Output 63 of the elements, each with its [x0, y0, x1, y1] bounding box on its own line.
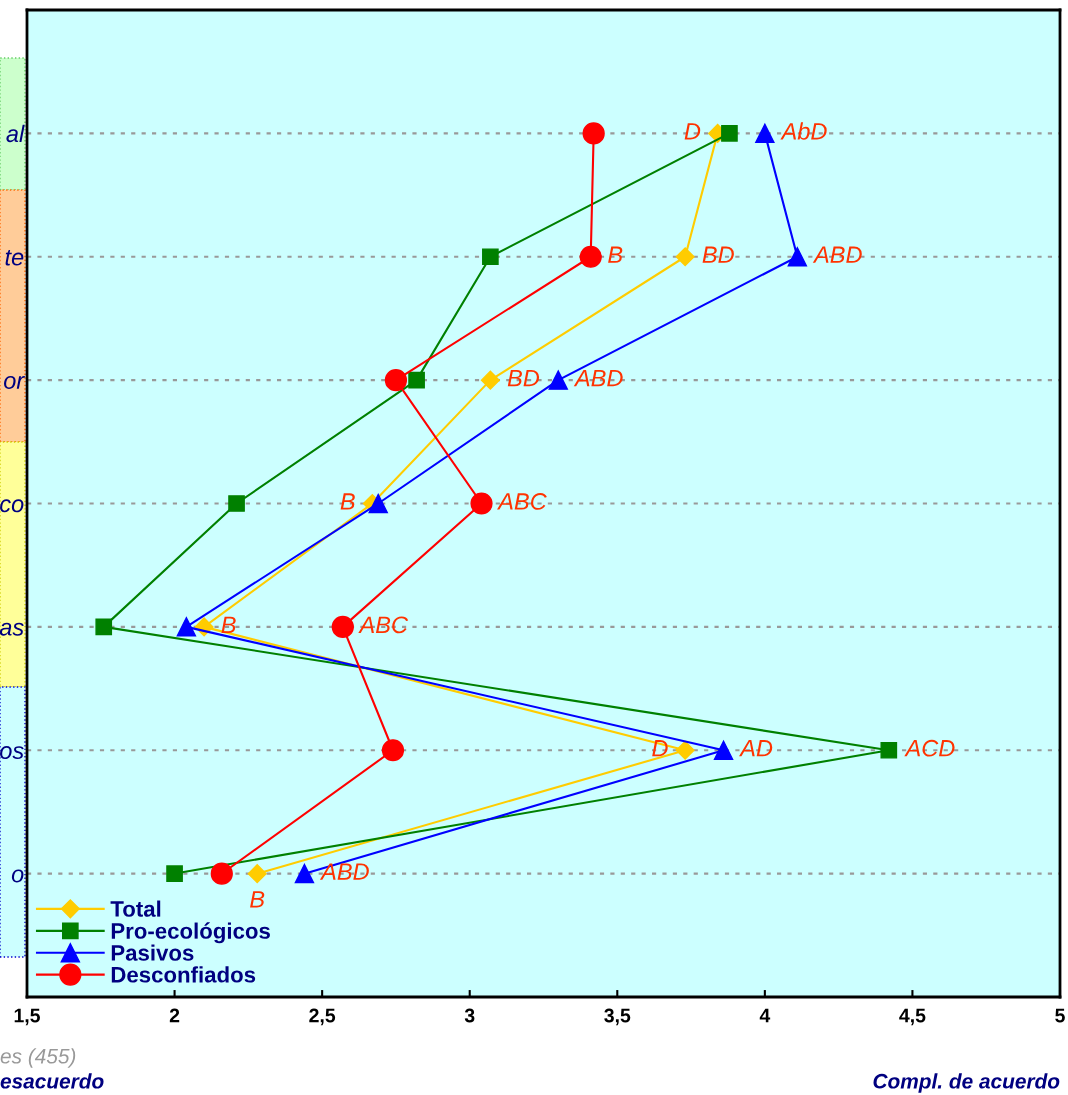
annotation: B: [221, 616, 236, 633]
y-tick-label: al: [6, 124, 25, 143]
point: [675, 740, 695, 760]
annotation: ABD: [319, 863, 369, 880]
annotation: D: [684, 123, 701, 140]
x-tick-label: 3: [464, 1008, 475, 1023]
point: [95, 618, 113, 636]
x-tick-label: 4,5: [899, 1008, 926, 1026]
annotation: B: [340, 493, 355, 510]
point: [331, 615, 354, 638]
point: [381, 739, 405, 762]
legend-label: Total: [110, 900, 161, 917]
point: [548, 370, 568, 390]
x-tick-label: 2: [169, 1008, 180, 1023]
point: [787, 247, 808, 267]
point: [176, 617, 197, 637]
point: [368, 493, 388, 514]
annotation: D: [652, 740, 668, 757]
point: [228, 495, 245, 512]
point: [582, 122, 605, 145]
point: [482, 248, 499, 266]
x-tick-label: 2,5: [309, 1008, 336, 1026]
point: [579, 245, 602, 268]
point: [755, 123, 775, 144]
point: [880, 741, 898, 759]
legend-label: Pasivos: [111, 944, 194, 961]
x-tick-label: 1,5: [14, 1008, 40, 1026]
x-tick-label: 3,5: [604, 1008, 631, 1026]
annotation: ACD: [904, 739, 955, 757]
point: [210, 862, 233, 885]
text: esacuerdo: [0, 1073, 104, 1089]
point: [721, 125, 738, 142]
annotation: AD: [739, 740, 773, 757]
annotation: BD: [702, 246, 734, 263]
annotation: ABC: [358, 616, 409, 634]
y-tick-label: as: [0, 622, 24, 636]
legend-label: Desconfiados: [111, 966, 256, 983]
annotation: ABD: [573, 369, 623, 387]
point: [294, 863, 315, 884]
y-tick-label: te: [5, 250, 24, 266]
text: es (455): [0, 1048, 76, 1068]
point: [247, 864, 267, 884]
x-tick-label: 5: [1055, 1008, 1065, 1023]
point: [675, 247, 695, 267]
point: [408, 371, 425, 389]
point: [166, 865, 183, 882]
y-tick-label: os: [0, 746, 24, 760]
annotation: AbD: [780, 122, 827, 140]
y-tick-label: or: [4, 375, 26, 389]
text: Compl. de acuerdo: [873, 1073, 1060, 1093]
annotation: B: [608, 246, 623, 263]
point: [713, 740, 734, 760]
point: [480, 370, 500, 390]
y-tick-label: co: [0, 499, 24, 513]
x-tick-label: 4: [759, 1008, 771, 1023]
annotation: B: [250, 891, 265, 908]
point: [470, 492, 493, 515]
annotation: ABD: [812, 246, 862, 263]
y-tick-label: o: [11, 869, 24, 883]
annotation: BD: [507, 369, 540, 387]
legend-label: Pro-ecológicos: [111, 922, 270, 944]
point: [384, 369, 408, 392]
annotation: ABC: [497, 493, 547, 510]
